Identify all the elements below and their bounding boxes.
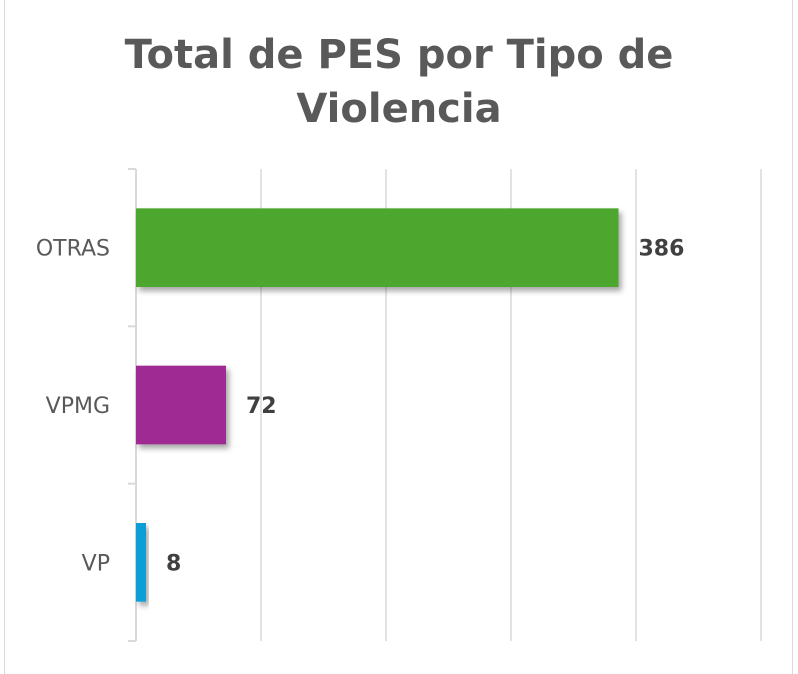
chart-title-line-1: Total de PES por Tipo de <box>124 32 674 78</box>
data-label: 386 <box>639 237 685 262</box>
chart-title: Total de PES por Tipo de Violencia <box>0 28 798 136</box>
bar-vp <box>136 523 146 602</box>
category-label: VPMG <box>46 394 110 419</box>
category-label: VP <box>82 551 110 576</box>
bar-vpmg <box>136 365 226 445</box>
sheet-gridline <box>4 0 5 674</box>
category-label: OTRAS <box>36 237 110 262</box>
chart-title-line-2: Violencia <box>296 86 502 132</box>
data-label: 72 <box>246 394 277 419</box>
data-label: 8 <box>166 551 181 576</box>
sheet-gridline <box>792 0 793 674</box>
bar-otras <box>136 208 619 287</box>
